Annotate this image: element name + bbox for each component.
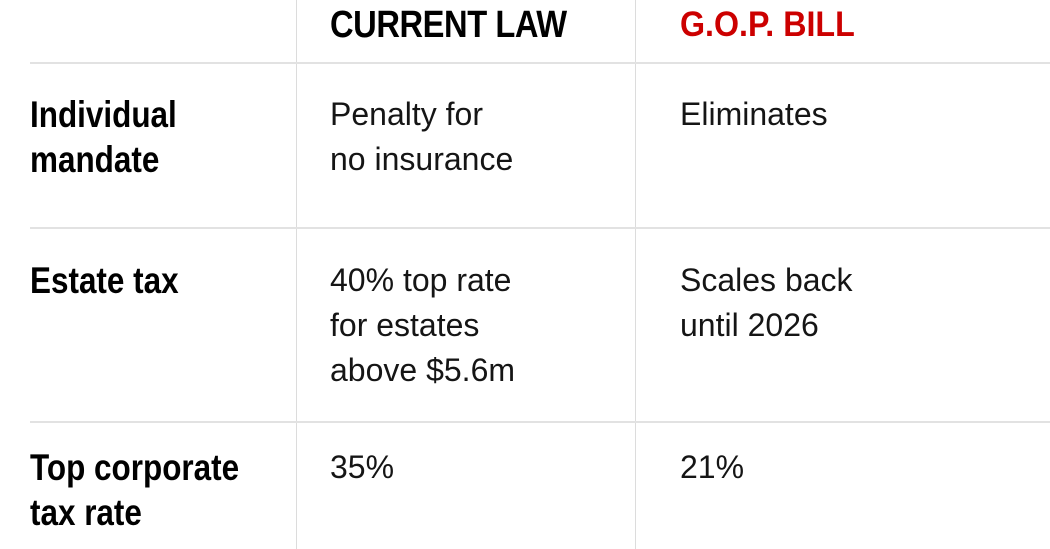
cell-individual-mandate-current-law: Penalty for no insurance [330, 96, 514, 177]
cell-individual-mandate-gop-bill: Eliminates [680, 96, 828, 132]
row-label-individual-mandate: Individual mandate [30, 94, 177, 180]
cell-corporate-rate-gop-bill: 21% [680, 449, 745, 485]
column-header-gop-bill: G.O.P. BILL [680, 5, 855, 44]
header-rule [30, 62, 1050, 64]
cell-estate-tax-current-law: 40% top rate for estates above $5.6m [330, 262, 516, 388]
column-divider-right [635, 0, 636, 549]
row-label-estate-tax: Estate tax [30, 260, 179, 301]
column-header-current-law: CURRENT LAW [330, 4, 567, 46]
row-rule-2 [30, 421, 1050, 423]
cell-corporate-rate-current-law: 35% [330, 449, 395, 485]
row-rule-1 [30, 227, 1050, 229]
cell-estate-tax-gop-bill: Scales back until 2026 [680, 262, 853, 343]
row-label-top-corporate-tax-rate: Top corporate tax rate [30, 447, 240, 533]
column-divider-left [296, 0, 297, 549]
